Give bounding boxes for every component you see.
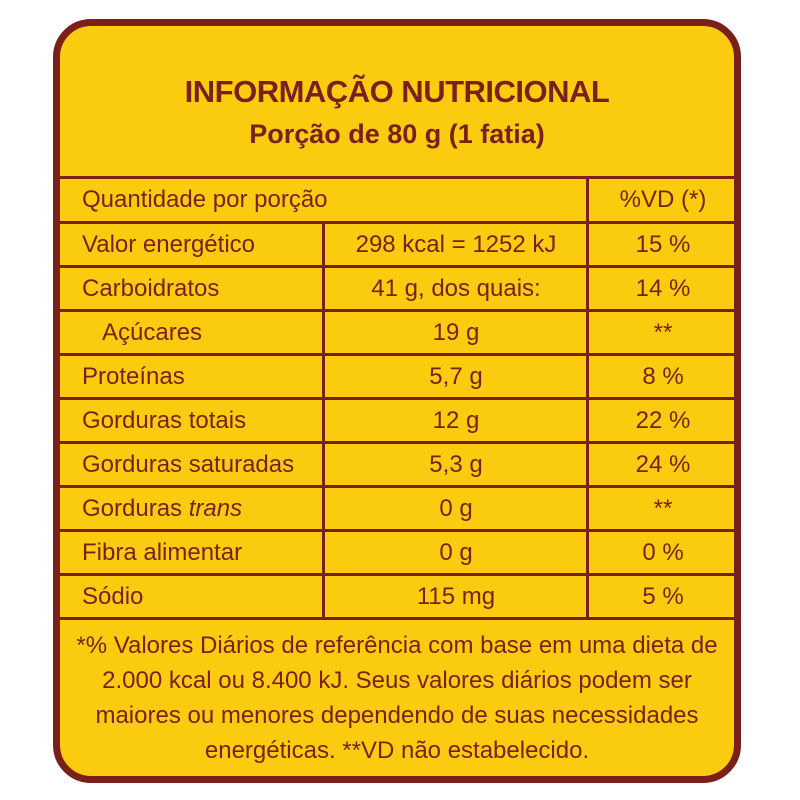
nutrient-name-regular: Gorduras (82, 495, 189, 522)
footnote: *% Valores Diários de referência com bas… (76, 632, 718, 764)
table-row: Valor energético 298 kcal = 1252 kJ 15 % (60, 223, 734, 267)
nutrient-name: Fibra alimentar (82, 539, 243, 566)
column-divider-dv (586, 176, 589, 617)
row-divider (60, 353, 734, 356)
table-row: Gorduras trans 0 g ** (60, 487, 734, 531)
row-divider (60, 265, 734, 268)
nutrition-facts-panel: INFORMAÇÃO NUTRICIONAL Porção de 80 g (1… (53, 19, 741, 783)
nutrient-name: Proteínas (82, 363, 185, 390)
nutrient-dv: 5 % (642, 583, 684, 610)
table-row: Fibra alimentar 0 g 0 % (60, 531, 734, 575)
row-divider (60, 397, 734, 400)
nutrient-amount: 12 g (432, 407, 480, 434)
row-divider (60, 309, 734, 312)
serving-size: Porção de 80 g (1 fatia) (249, 119, 545, 149)
table-header-row: Quantidade por porção %VD (*) (60, 178, 734, 222)
row-divider (60, 485, 734, 488)
nutrient-amount: 5,7 g (429, 363, 483, 390)
nutrient-name: Valor energético (82, 231, 255, 258)
nutrient-dv: ** (653, 319, 673, 346)
header-dv: %VD (*) (619, 186, 707, 213)
nutrient-amount: 298 kcal = 1252 kJ (355, 231, 557, 258)
row-divider (60, 573, 734, 576)
nutrient-name-italic: trans (188, 495, 243, 522)
nutrient-amount: 41 g, dos quais: (371, 275, 541, 302)
nutrient-name: Gorduras trans (82, 487, 242, 531)
row-divider (60, 441, 734, 444)
header-divider (60, 221, 734, 224)
nutrient-dv: 14 % (635, 275, 691, 302)
nutrient-amount: 5,3 g (429, 451, 483, 478)
nutrient-name: Açúcares (102, 319, 203, 346)
table-row: Açúcares 19 g ** (60, 311, 734, 355)
nutrient-dv: 24 % (635, 451, 691, 478)
nutrient-name: Carboidratos (82, 275, 220, 302)
nutrient-dv: 8 % (642, 363, 684, 390)
table-row: Gorduras totais 12 g 22 % (60, 399, 734, 443)
nutrient-amount: 0 g (439, 539, 473, 566)
row-divider (60, 529, 734, 532)
header-quantity: Quantidade por porção (82, 186, 328, 213)
nutrient-name: Sódio (82, 583, 144, 610)
nutrient-amount: 0 g (439, 495, 473, 522)
nutrient-dv: ** (653, 495, 673, 522)
column-divider-amount (322, 221, 325, 617)
table-row: Carboidratos 41 g, dos quais: 14 % (60, 267, 734, 311)
table-top-rule (60, 176, 734, 179)
table-row: Proteínas 5,7 g 8 % (60, 355, 734, 399)
nutrient-name: Gorduras totais (82, 407, 247, 434)
nutrient-amount: 19 g (432, 319, 480, 346)
nutrient-amount: 115 mg (416, 583, 496, 610)
nutrient-dv: 22 % (635, 407, 691, 434)
table-row: Sódio 115 mg 5 % (60, 575, 734, 619)
nutrient-dv: 0 % (642, 539, 684, 566)
table-bottom-rule (60, 617, 734, 620)
label-title: INFORMAÇÃO NUTRICIONAL (184, 74, 610, 109)
nutrient-name: Gorduras saturadas (82, 451, 295, 478)
table-row: Gorduras saturadas 5,3 g 24 % (60, 443, 734, 487)
nutrient-dv: 15 % (635, 231, 691, 258)
